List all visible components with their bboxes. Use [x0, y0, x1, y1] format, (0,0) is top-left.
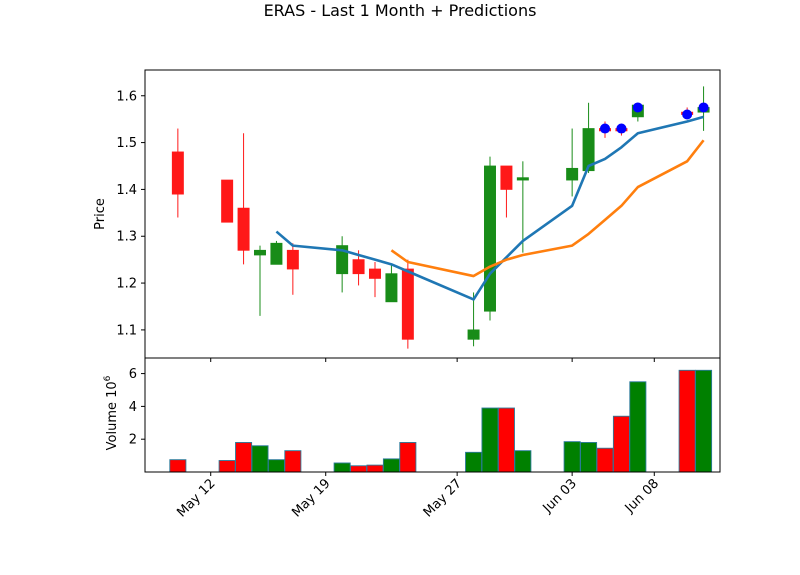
- candle-body: [254, 249, 266, 256]
- candle: [270, 240, 283, 265]
- volume-y-axis-label-exponent: 6: [103, 375, 113, 381]
- volume-y-axis-label-base: Volume 10: [105, 381, 120, 450]
- candle-body: [385, 273, 398, 303]
- volume-bar: [695, 369, 713, 473]
- candle: [221, 179, 234, 223]
- volume-y-tick-label: 6: [129, 367, 137, 382]
- candle-body: [352, 259, 365, 275]
- candle: [286, 243, 299, 295]
- volume-y-ticks: 2 4 6: [129, 367, 145, 448]
- candle-body: [566, 167, 579, 181]
- prediction-marker: [698, 102, 709, 113]
- price-panel: 1.1 1.2 1.3 1.4 1.5 1.6 Price: [93, 69, 721, 359]
- volume-bar: [251, 445, 269, 473]
- candle-body: [369, 268, 381, 279]
- volume-bar: [235, 442, 253, 473]
- volume-panel: 246 Volume 106: [103, 357, 721, 473]
- volume-bar: [629, 381, 647, 473]
- volume-bar: [366, 464, 384, 473]
- volume-bar: [218, 460, 236, 473]
- price-lines: [275, 115, 705, 301]
- candle-body: [401, 268, 414, 340]
- candle-body: [270, 242, 283, 265]
- candle: [467, 292, 480, 347]
- price-y-tick-label: 1.2: [116, 277, 137, 292]
- volume-bar: [350, 465, 368, 473]
- volume-bar: [678, 369, 696, 473]
- volume-y-tick-label: 4: [129, 400, 137, 415]
- prediction-marker: [600, 123, 610, 134]
- volume-bar: [596, 447, 614, 473]
- candle-body: [336, 245, 349, 275]
- price-y-tick-label: 1.4: [116, 183, 137, 198]
- ma-short-line: [275, 115, 704, 301]
- volume-bar: [612, 415, 630, 473]
- candle: [369, 262, 381, 298]
- candle: [566, 128, 579, 197]
- volume-y-axis-label: Volume 106: [103, 375, 120, 450]
- price-y-tick-label: 1.5: [116, 136, 137, 151]
- price-y-axis-label: Price: [93, 198, 108, 230]
- volume-bar: [580, 442, 598, 473]
- candle: [171, 128, 184, 218]
- chart-title: ERAS - Last 1 Month + Predictions: [264, 1, 537, 20]
- candle: [401, 259, 414, 349]
- ma-long-line: [390, 139, 705, 278]
- volume-bar: [382, 458, 400, 473]
- volume-bar: [267, 459, 285, 473]
- candle: [237, 133, 250, 265]
- candle-body: [221, 179, 234, 223]
- price-y-tick-label: 1.1: [116, 323, 137, 338]
- candle: [500, 165, 513, 218]
- candle-body: [467, 329, 480, 340]
- price-y-tick-label: 1.6: [116, 89, 137, 104]
- volume-bar: [563, 441, 581, 473]
- price-y-ticks: 1.1 1.2 1.3 1.4 1.5 1.6: [116, 89, 145, 338]
- candle-body: [171, 151, 184, 195]
- candle: [484, 156, 496, 321]
- candle-body: [582, 128, 595, 172]
- candle: [254, 245, 266, 316]
- candle-body: [237, 207, 250, 251]
- candle: [582, 102, 595, 174]
- volume-bar: [284, 450, 302, 473]
- candle-body: [484, 165, 496, 312]
- volume-bar: [497, 407, 515, 473]
- candle-body: [500, 165, 513, 190]
- volume-bar: [333, 462, 351, 473]
- volume-bar: [481, 407, 499, 473]
- candle: [336, 236, 349, 293]
- prediction-marker: [682, 109, 693, 120]
- price-predictions: [600, 102, 709, 134]
- price-candles: [171, 86, 710, 349]
- candle-body: [516, 177, 529, 181]
- candle: [516, 161, 529, 253]
- volume-bar: [169, 459, 187, 473]
- prediction-marker: [616, 123, 627, 134]
- volume-y-tick-label: 2: [129, 433, 137, 448]
- candle-body: [286, 249, 299, 270]
- volume-axes-frame: [144, 357, 721, 473]
- prediction-marker: [632, 102, 643, 113]
- volume-bar: [465, 451, 483, 473]
- candle: [385, 264, 398, 303]
- volume-bar: [514, 450, 532, 473]
- volume-bar: [399, 442, 417, 473]
- price-y-tick-label: 1.3: [116, 230, 137, 245]
